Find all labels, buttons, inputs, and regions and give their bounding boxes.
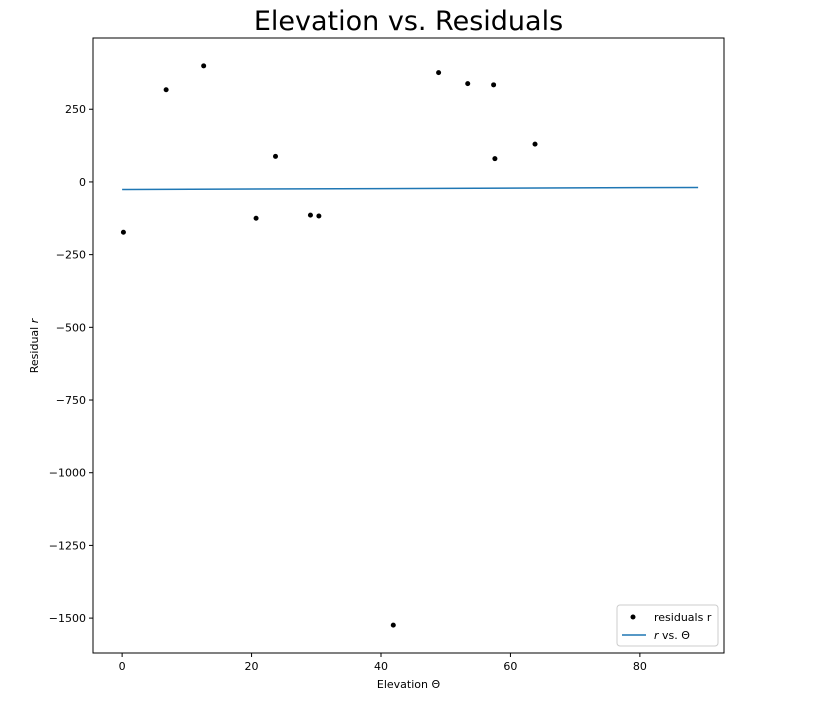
y-axis: 250 0 −250 −500 −750 −1000 −1250 −1500 [49, 103, 93, 625]
y-axis-label: Residual r [28, 317, 41, 373]
y-tick-label: −250 [56, 249, 86, 262]
legend: residuals r r vs. Θ [616, 604, 719, 647]
residual-point [120, 229, 126, 235]
plot-area: 0 20 40 60 80 250 0 −250 −500 −750 −1000 −1250 −150… [49, 37, 725, 673]
y-tick-label: −750 [56, 394, 86, 407]
y-tick-label: 250 [65, 103, 86, 116]
x-axis-label: Elevation Θ [377, 678, 441, 691]
residual-point [436, 70, 442, 76]
residual-point [163, 87, 169, 93]
legend-scatter-marker [630, 614, 636, 620]
x-tick-label: 20 [245, 660, 259, 673]
residual-point [390, 622, 396, 628]
legend-line-label-rest: vs. Θ [659, 629, 691, 642]
x-tick-label: 60 [503, 660, 517, 673]
axes-frame [92, 37, 725, 654]
legend-scatter-label: residuals r [654, 611, 712, 624]
x-tick-label: 0 [119, 660, 126, 673]
y-tick-label: 0 [79, 176, 86, 189]
residual-point [273, 153, 279, 159]
y-axis-label-text: Residual [28, 323, 41, 373]
legend-line-label: r vs. Θ [654, 629, 690, 642]
y-tick-label: −1250 [49, 539, 86, 552]
legend-line-label-variable: r [654, 629, 660, 642]
y-axis-label-variable: r [28, 317, 41, 323]
fit-line [122, 186, 699, 191]
y-tick-label: −1500 [49, 612, 86, 625]
residual-point [201, 63, 207, 69]
residual-points-series [120, 63, 538, 628]
y-tick-label: −1000 [49, 467, 86, 480]
x-tick-label: 80 [633, 660, 647, 673]
residual-point [532, 141, 538, 147]
residual-point [253, 215, 259, 221]
residual-point [465, 81, 471, 87]
residual-point [316, 213, 322, 219]
x-tick-label: 40 [374, 660, 388, 673]
y-tick-label: −500 [56, 321, 86, 334]
x-axis: 0 20 40 60 80 [119, 653, 647, 673]
residual-point [492, 156, 498, 162]
chart-title: Elevation vs. Residuals [254, 6, 563, 37]
residual-point [307, 212, 313, 218]
fit-line-series [122, 186, 699, 191]
residual-point [491, 82, 497, 88]
